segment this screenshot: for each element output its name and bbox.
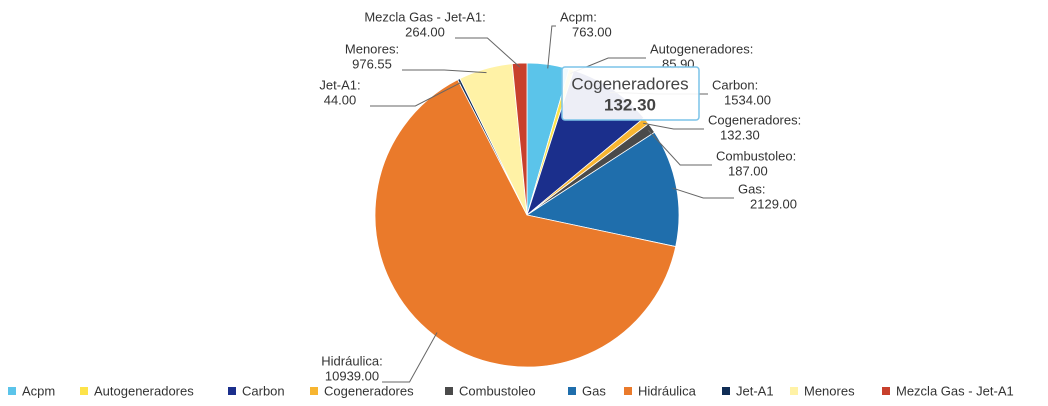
legend-label: Gas bbox=[582, 383, 606, 398]
leader-line bbox=[672, 187, 734, 199]
legend-label: Carbon bbox=[242, 383, 285, 398]
tooltip-value: 132.30 bbox=[604, 95, 656, 114]
legend-label: Mezcla Gas - Jet-A1 bbox=[896, 383, 1014, 398]
data-label-name: Combustoleo: bbox=[716, 148, 796, 163]
legend-swatch bbox=[722, 387, 730, 395]
legend-label: Cogeneradores bbox=[324, 383, 414, 398]
data-label-name: Jet-A1: bbox=[319, 77, 360, 92]
legend-swatch bbox=[8, 387, 16, 395]
legend-label: Autogeneradores bbox=[94, 383, 194, 398]
legend-label: Acpm bbox=[22, 383, 55, 398]
data-label-value: 10939.00 bbox=[325, 368, 379, 383]
legend-label: Combustoleo bbox=[459, 383, 536, 398]
data-label-name: Menores: bbox=[345, 41, 399, 56]
data-label-value: 44.00 bbox=[324, 92, 357, 107]
leader-line bbox=[382, 332, 438, 383]
tooltip: Cogeneradores 132.30 bbox=[561, 66, 700, 121]
data-label-value: 132.30 bbox=[720, 127, 760, 142]
data-label-name: Gas: bbox=[738, 181, 765, 196]
data-label-value: 2129.00 bbox=[750, 196, 797, 211]
data-label-value: 1534.00 bbox=[724, 92, 771, 107]
data-label-name: Autogeneradores: bbox=[650, 41, 753, 56]
legend-swatch bbox=[228, 387, 236, 395]
data-label-value: 187.00 bbox=[728, 163, 768, 178]
legend-label: Hidráulica bbox=[638, 383, 697, 398]
data-label-name: Cogeneradores: bbox=[708, 112, 801, 127]
legend-swatch bbox=[882, 387, 890, 395]
data-label-name: Carbon: bbox=[712, 77, 758, 92]
legend-label: Menores bbox=[804, 383, 855, 398]
data-label-value: 976.55 bbox=[352, 56, 392, 71]
leader-line bbox=[547, 25, 556, 69]
tooltip-box bbox=[561, 66, 700, 121]
leader-line bbox=[647, 129, 712, 166]
data-label-value: 264.00 bbox=[405, 24, 445, 39]
legend-swatch bbox=[624, 387, 632, 395]
legend-swatch bbox=[310, 387, 318, 395]
pie bbox=[374, 62, 680, 368]
legend-swatch bbox=[80, 387, 88, 395]
leader-line bbox=[643, 122, 704, 130]
legend-swatch bbox=[445, 387, 453, 395]
pie-slice bbox=[374, 79, 677, 368]
leader-line bbox=[402, 69, 487, 74]
legend-swatch bbox=[568, 387, 576, 395]
data-label-value: 763.00 bbox=[572, 24, 612, 39]
data-labels: Acpm:763.00Autogeneradores:85.90Carbon:1… bbox=[319, 9, 801, 383]
data-label-name: Acpm: bbox=[560, 9, 597, 24]
data-label-name: Mezcla Gas - Jet-A1: bbox=[364, 9, 485, 24]
pie-slice bbox=[511, 62, 528, 216]
pie-slice bbox=[525, 131, 680, 248]
leader-line bbox=[370, 82, 461, 107]
tooltip-category: Cogeneradores bbox=[571, 74, 688, 93]
data-label-name: Hidráulica: bbox=[321, 353, 382, 368]
legend-label: Jet-A1 bbox=[736, 383, 774, 398]
leader-line bbox=[455, 37, 521, 68]
legend-swatch bbox=[790, 387, 798, 395]
legend: Acpm Autogeneradores Carbon Cogeneradores Co… bbox=[8, 383, 1014, 398]
